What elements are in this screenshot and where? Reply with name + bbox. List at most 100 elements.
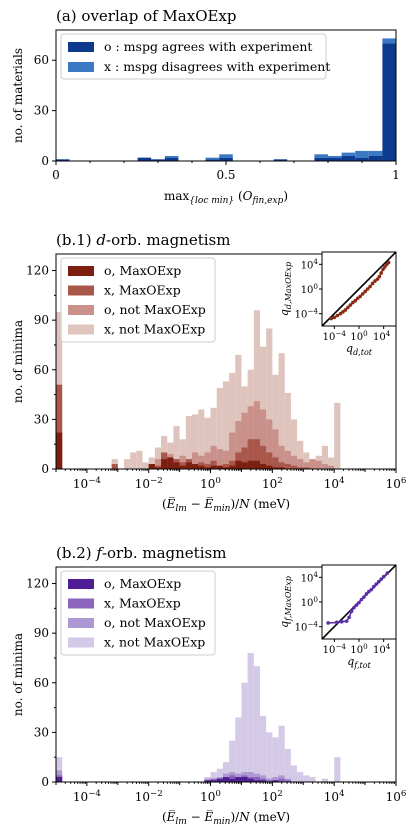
inset-point: [351, 300, 355, 305]
bar-x-maxoexp: [253, 439, 260, 469]
bar-x-maxoexp: [260, 445, 267, 469]
bar-o-maxoexp: [154, 467, 162, 469]
legend-entry: x : mspg disagrees with experiment: [104, 59, 330, 74]
bar-o-not-maxoexp: [253, 401, 260, 469]
bar-x-not-maxoexp: [198, 409, 205, 469]
panel-b1-xlabel: (E̅lm − E̅min)/N (meV): [162, 496, 290, 514]
y-tick-label: 90: [34, 313, 49, 327]
legend-entry: x, not MaxOExp: [104, 322, 205, 337]
bar-x-not-maxoexp: [284, 748, 291, 782]
bar-o-maxoexp: [272, 467, 279, 469]
bar-x-maxoexp: [210, 460, 217, 469]
bar-x-not-maxoexp: [142, 462, 149, 469]
bar-x-maxoexp: [241, 447, 248, 469]
bar-x-maxoexp: [266, 452, 273, 469]
x-tick-label: 104: [324, 789, 345, 804]
y-tick-label: 60: [34, 53, 49, 67]
x-tick-label: 0: [52, 168, 60, 182]
bar-x-not-maxoexp: [179, 439, 186, 469]
legend-entry: x, MaxOExp: [104, 283, 181, 298]
bar-x-not-maxoexp: [303, 775, 310, 782]
inset-x-tick-label: 10−4: [323, 642, 347, 656]
inset-point: [326, 621, 330, 625]
y-tick-label: 0: [41, 775, 49, 789]
bar-o-maxoexp: [173, 462, 180, 469]
bar-x-not-maxoexp: [290, 419, 298, 469]
inset-point: [365, 287, 370, 291]
bar-x-not-maxoexp: [334, 402, 341, 469]
bar-agrees: [273, 159, 288, 161]
bar-x-maxoexp: [303, 467, 310, 469]
bar-x-maxoexp: [222, 464, 230, 469]
bar-o-maxoexp: [185, 462, 192, 469]
legend-entry: x, MaxOExp: [104, 596, 181, 611]
panel-b2: (b.2) f-orb. magnetism 0 30 60 90 120 10−4 10−2…: [11, 544, 406, 827]
inset-point: [385, 571, 390, 575]
inset-point: [376, 579, 381, 584]
panel-b2-frame: [55, 566, 397, 783]
bar-o-maxoexp: [241, 462, 248, 469]
inset-point: [373, 279, 377, 283]
bar-x-not-maxoexp: [321, 778, 328, 782]
bar-o-maxoexp: [235, 777, 242, 782]
inset-point: [344, 619, 349, 623]
legend-swatch: [68, 579, 94, 589]
bar-o-not-maxoexp: [241, 412, 248, 469]
bar-disagrees: [355, 150, 369, 158]
inset-point: [359, 597, 364, 602]
bar-x-maxoexp: [284, 464, 291, 469]
bar-o-maxoexp: [204, 467, 211, 469]
bar-o-not-maxoexp: [290, 455, 298, 469]
bar-o-maxoexp: [260, 780, 267, 782]
bar-disagrees: [368, 150, 383, 156]
x-tick-label: 10−2: [135, 476, 163, 491]
bar-x-not-maxoexp: [247, 653, 254, 782]
inset-y-tick-label: 100: [301, 282, 319, 296]
legend-swatch: [68, 305, 94, 315]
inset-point: [370, 281, 375, 286]
bar-x-not-maxoexp: [235, 717, 242, 782]
bar-o-not-maxoexp: [229, 432, 236, 469]
bar-x-not-maxoexp: [334, 757, 341, 782]
panel-b1-title: (b.1) d-orb. magnetism: [56, 231, 230, 249]
bar-o-maxoexp: [222, 777, 230, 782]
bar-agrees: [355, 157, 369, 161]
bar-x-not-maxoexp: [297, 440, 304, 469]
bar-o-maxoexp: [161, 459, 168, 469]
bar-x-not-maxoexp: [222, 381, 230, 469]
inset-point: [347, 615, 351, 620]
inset-point: [338, 311, 343, 316]
x-tick-label: 106: [386, 476, 407, 491]
y-tick-label: 30: [34, 725, 49, 739]
bar-x-not-maxoexp: [56, 757, 63, 782]
bar-o-maxoexp: [229, 465, 236, 469]
bar-x-not-maxoexp: [260, 346, 267, 469]
legend-box: [60, 257, 216, 343]
bar-x-not-maxoexp: [272, 374, 279, 469]
bar-o-maxoexp: [272, 780, 279, 782]
bar-x-not-maxoexp: [253, 310, 260, 469]
bar-o-not-maxoexp: [192, 452, 199, 469]
inset-point: [354, 603, 359, 607]
bar-x-not-maxoexp: [266, 328, 273, 469]
bar-o-maxoexp: [204, 780, 211, 782]
bar-o-maxoexp: [229, 778, 236, 782]
legend-entry: o : mspg agrees with experiment: [104, 39, 312, 54]
bar-o-not-maxoexp: [321, 464, 328, 469]
bar-disagrees: [219, 154, 233, 158]
bar-x-not-maxoexp: [235, 354, 242, 469]
inset-point: [358, 294, 363, 299]
panel-a-legend: o : mspg agrees with experiment x : mspg …: [60, 33, 330, 80]
bar-disagrees: [382, 38, 396, 44]
inset-x-tick-label: 104: [373, 642, 391, 656]
bar-o-maxoexp: [56, 432, 63, 469]
inset-point: [332, 315, 337, 320]
inset-y-tick-label: 10−4: [295, 306, 319, 320]
inset-point: [362, 595, 366, 599]
bar-disagrees: [341, 152, 356, 156]
x-tick-label: 104: [324, 476, 345, 491]
inset-point: [329, 316, 334, 321]
bar-o-not-maxoexp: [260, 409, 267, 469]
bar-x-not-maxoexp: [210, 772, 217, 782]
